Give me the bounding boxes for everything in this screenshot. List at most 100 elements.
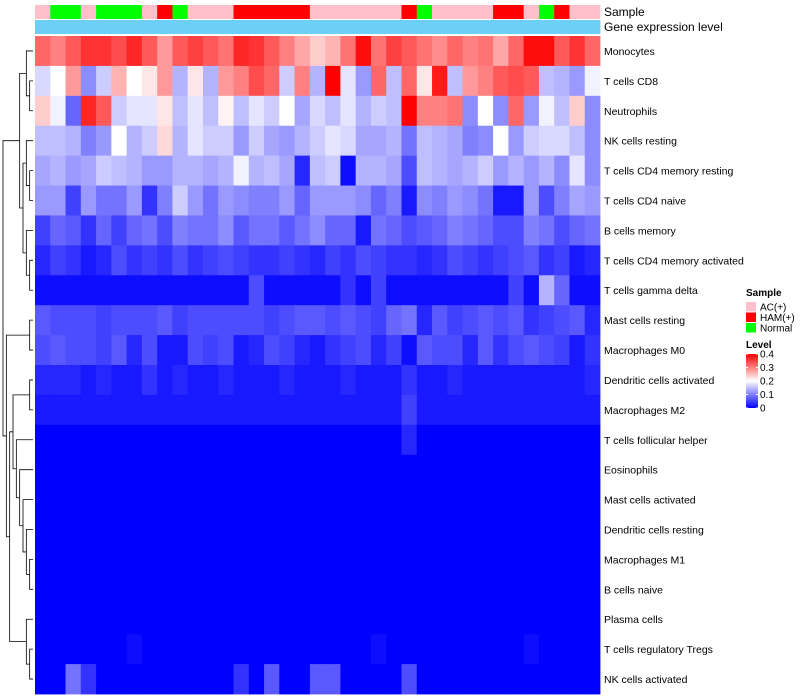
heatmap-cell <box>340 514 357 545</box>
heatmap-cell <box>279 215 295 246</box>
gene-expression-annotation-cell <box>462 20 479 34</box>
heatmap-cell <box>416 604 433 635</box>
heatmap-cell <box>264 36 280 67</box>
heatmap-cell <box>202 155 219 186</box>
heatmap-cell <box>80 95 97 127</box>
heatmap-cell <box>370 454 387 486</box>
heatmap-cell <box>248 664 265 695</box>
heatmap-cell <box>80 574 97 605</box>
heatmap-cell <box>569 215 586 246</box>
heatmap-cell <box>218 484 234 515</box>
heatmap-cell <box>187 305 204 336</box>
gene-expression-annotation-cell <box>493 20 509 34</box>
heatmap-cell <box>111 275 128 306</box>
heatmap-cell <box>493 95 509 127</box>
heatmap-cell <box>96 484 112 515</box>
legend-level-label: 0 <box>760 404 766 415</box>
heatmap-cell <box>264 454 280 486</box>
heatmap-cell <box>141 394 158 426</box>
heatmap-cell <box>218 574 234 605</box>
heatmap-cell <box>96 544 112 575</box>
heatmap-cell <box>65 36 82 67</box>
heatmap-cell <box>508 155 525 186</box>
heatmap-cell <box>340 95 357 127</box>
heatmap-cell <box>172 634 189 665</box>
heatmap-cell <box>584 544 601 575</box>
heatmap-cell <box>202 215 219 246</box>
heatmap-cell <box>218 544 234 575</box>
heatmap-cell <box>432 335 448 366</box>
heatmap-cell <box>447 36 463 67</box>
heatmap-cell <box>523 335 540 366</box>
heatmap-cell <box>233 365 250 396</box>
heatmap-cell <box>65 365 82 396</box>
heatmap-cell <box>508 484 525 515</box>
legend-sample-swatch <box>746 323 756 333</box>
row-label: Dendritic cells resting <box>604 525 704 537</box>
heatmap-cell <box>416 454 433 486</box>
heatmap-cell <box>65 634 82 665</box>
heatmap-cell <box>294 394 311 426</box>
heatmap-cell <box>569 36 586 67</box>
heatmap-cell <box>65 125 82 157</box>
heatmap-cell <box>218 394 234 426</box>
heatmap-cell <box>386 394 402 426</box>
heatmap-cell <box>65 604 82 635</box>
heatmap-cell <box>538 275 555 306</box>
heatmap-cell <box>248 514 265 545</box>
heatmap-cell <box>416 574 433 605</box>
heatmap-cell <box>584 125 601 157</box>
heatmap-cell <box>172 484 189 515</box>
heatmap-cell <box>50 155 66 186</box>
heatmap-cell <box>462 484 479 515</box>
heatmap-cell <box>65 215 82 246</box>
heatmap-cell <box>96 275 112 306</box>
heatmap-cell <box>111 365 128 396</box>
heatmap-cell <box>493 394 509 426</box>
heatmap-cell <box>80 454 97 486</box>
heatmap-cell <box>157 514 173 545</box>
heatmap-cell <box>355 335 372 366</box>
heatmap-cell <box>447 424 463 456</box>
heatmap-cell <box>477 245 494 276</box>
sample-annotation-cell <box>80 5 97 19</box>
dendrogram-branch <box>19 72 27 209</box>
heatmap-cell <box>80 185 97 216</box>
heatmap-cell <box>554 125 570 157</box>
heatmap-cell <box>538 305 555 336</box>
sample-annotation-cell <box>126 5 143 19</box>
heatmap-cell <box>477 215 494 246</box>
heatmap-cell <box>172 185 189 216</box>
heatmap-cell <box>554 634 570 665</box>
heatmap-cell <box>325 245 341 276</box>
heatmap-cell <box>569 245 586 276</box>
heatmap-cell <box>294 245 311 276</box>
heatmap-cell <box>65 424 82 456</box>
heatmap-cell <box>538 514 555 545</box>
heatmap-cell <box>126 275 143 306</box>
heatmap-cell <box>141 185 158 216</box>
heatmap-cell <box>35 185 51 216</box>
heatmap-cell <box>370 215 387 246</box>
heatmap-cell <box>279 275 295 306</box>
heatmap-cell <box>432 95 448 127</box>
heatmap-cell <box>370 65 387 97</box>
heatmap-cell <box>126 95 143 127</box>
heatmap-cell <box>432 215 448 246</box>
heatmap-cell <box>172 305 189 336</box>
heatmap-cell <box>416 245 433 276</box>
heatmap-cell <box>554 36 570 67</box>
heatmap-cell <box>172 95 189 127</box>
heatmap-cell <box>50 125 66 157</box>
gene-expression-annotation-cell <box>202 20 219 34</box>
heatmap-cell <box>187 245 204 276</box>
heatmap-cell <box>477 514 494 545</box>
sample-annotation-cell <box>35 5 51 19</box>
heatmap-cell <box>538 664 555 695</box>
heatmap-cell <box>157 664 173 695</box>
heatmap-cell <box>554 215 570 246</box>
heatmap-cell <box>50 95 66 127</box>
heatmap-cell <box>294 574 311 605</box>
heatmap-cell <box>477 394 494 426</box>
